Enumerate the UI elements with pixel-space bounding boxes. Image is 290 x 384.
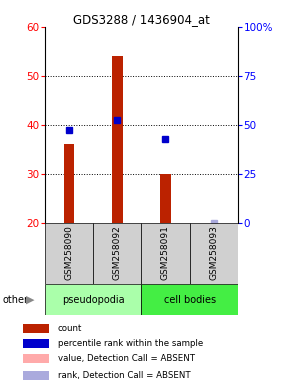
Text: GSM258093: GSM258093 bbox=[209, 225, 218, 280]
Bar bbox=[23, 339, 49, 348]
Bar bbox=[23, 324, 49, 333]
Text: GSM258092: GSM258092 bbox=[113, 225, 122, 280]
Text: percentile rank within the sample: percentile rank within the sample bbox=[58, 339, 203, 348]
FancyBboxPatch shape bbox=[45, 223, 93, 284]
Bar bbox=[112, 56, 123, 223]
FancyBboxPatch shape bbox=[93, 223, 142, 284]
Text: count: count bbox=[58, 324, 82, 333]
Bar bbox=[23, 371, 49, 380]
Text: ▶: ▶ bbox=[26, 295, 35, 305]
FancyBboxPatch shape bbox=[45, 284, 142, 315]
Text: rank, Detection Call = ABSENT: rank, Detection Call = ABSENT bbox=[58, 371, 191, 381]
Bar bbox=[160, 174, 171, 223]
Text: GSM258091: GSM258091 bbox=[161, 225, 170, 280]
Bar bbox=[23, 354, 49, 363]
Title: GDS3288 / 1436904_at: GDS3288 / 1436904_at bbox=[73, 13, 210, 26]
FancyBboxPatch shape bbox=[142, 284, 238, 315]
Text: value, Detection Call = ABSENT: value, Detection Call = ABSENT bbox=[58, 354, 195, 363]
Text: cell bodies: cell bodies bbox=[164, 295, 216, 305]
FancyBboxPatch shape bbox=[142, 223, 190, 284]
FancyBboxPatch shape bbox=[190, 223, 238, 284]
Text: GSM258090: GSM258090 bbox=[65, 225, 74, 280]
Bar bbox=[64, 144, 74, 223]
Text: pseudopodia: pseudopodia bbox=[62, 295, 124, 305]
Text: other: other bbox=[3, 295, 29, 305]
